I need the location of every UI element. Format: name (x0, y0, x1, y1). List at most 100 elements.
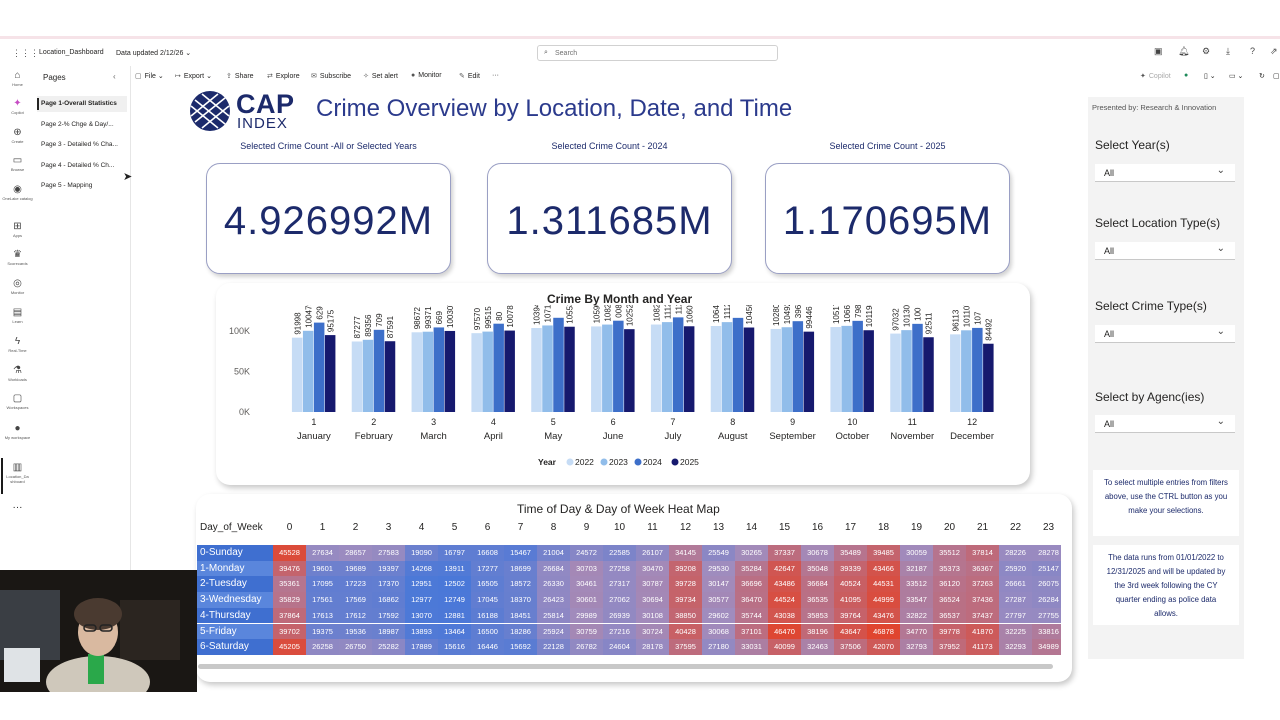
nav-item-apps[interactable]: ⊞ Apps (0, 221, 35, 238)
bar-value-label: 103947 (533, 305, 542, 325)
multi-select-note: To select multiple entries from filters … (1093, 470, 1239, 536)
app-launcher-icon[interactable]: ⋮⋮⋮ (12, 48, 39, 58)
bar-2022-december (950, 334, 961, 412)
agency-slicer-dropdown[interactable]: All ⌄ (1095, 415, 1235, 433)
x-month-number: 4 (491, 417, 496, 427)
heatmap-cell: 19536 (339, 623, 372, 639)
data-updated-dropdown[interactable]: Data updated 2/12/26 ⌄ (116, 49, 191, 57)
explore-button[interactable]: ⇄ Explore (267, 72, 300, 80)
heatmap-hour-header: 1 (319, 522, 326, 533)
collapse-pages-icon[interactable]: ‹ (113, 72, 116, 81)
bar-2025-december (983, 343, 994, 412)
more-options-button[interactable]: ··· (492, 72, 499, 79)
bar-value-label: 709 (375, 313, 384, 327)
heatmap-cell: 36684 (801, 576, 834, 592)
help-icon[interactable]: ? (1250, 46, 1256, 56)
bar-value-label: 97570 (473, 307, 482, 330)
bar-2022-september (770, 328, 782, 412)
view-icon[interactable]: ▭ ⌄ (1229, 73, 1244, 80)
heatmap-cell: 17889 (405, 639, 438, 655)
bar-value-label: 99515 (484, 306, 493, 329)
set-alert-button[interactable]: ✧ Set alert (363, 72, 398, 80)
nav-item-create[interactable]: ⊕ Create (0, 127, 35, 144)
bar-2025-july (683, 326, 695, 412)
heatmap-hour-header: 19 (910, 522, 923, 533)
x-month-name: May (544, 431, 562, 442)
bar-2022-october (830, 327, 841, 412)
page-tab-4[interactable]: Page 4 - Detailed % Ch... (41, 162, 115, 169)
refresh-icon[interactable]: ↻ (1259, 73, 1265, 80)
agency-slicer-label: Select by Agenc(ies) (1095, 390, 1205, 404)
location-type-slicer-dropdown[interactable]: All ⌄ (1095, 242, 1235, 260)
heatmap-hour-header: 21 (976, 522, 989, 533)
nav-item-workloads[interactable]: ⚗ Workloads (0, 365, 35, 382)
crime-type-slicer-dropdown[interactable]: All ⌄ (1095, 325, 1235, 343)
download-icon[interactable]: ⤓ (1226, 46, 1230, 56)
bar-2024-december (972, 327, 983, 412)
nav-item-copilot[interactable]: ✦ Copilot (0, 98, 35, 115)
nav-item-location-da-shboard[interactable]: ▥ Location_Da shboard (0, 462, 35, 484)
monitor-button[interactable]: ● Monitor (411, 72, 442, 79)
overflow-icon[interactable]: ▢ (1273, 73, 1280, 80)
nav-item-learn[interactable]: ▤ Learn (0, 307, 35, 324)
heatmap-hour-header: 9 (583, 522, 590, 533)
nav-item-onelake-catalog[interactable]: ◉ OneLake catalog (0, 184, 35, 201)
bar-value-label: 100 (914, 307, 923, 321)
alert-icon: ✧ (363, 73, 369, 80)
share-button[interactable]: ⇪ Share (226, 72, 254, 80)
nav-item-home[interactable]: ⌂ Home (0, 70, 35, 87)
heatmap-horizontal-scrollbar[interactable] (198, 664, 1053, 669)
nav-more-button[interactable]: ··· (12, 502, 23, 513)
location-type-slicer-value: All (1104, 246, 1115, 256)
heatmap-cell: 30059 (900, 545, 933, 561)
page-tab-3[interactable]: Page 3 - Detailed % Cha... (41, 141, 118, 148)
year-slicer-dropdown[interactable]: All ⌄ (1095, 164, 1235, 182)
nav-item-monitor[interactable]: ◎ Monitor (0, 278, 35, 295)
heatmap-cell: 32822 (900, 607, 933, 624)
bar-value-label: 95175 (326, 309, 335, 332)
heatmap-cell: 36470 (735, 592, 768, 608)
teams-icon[interactable]: ● (1184, 72, 1189, 79)
heatmap-cell: 12881 (438, 607, 471, 624)
heatmap-cell: 37263 (966, 576, 999, 592)
bar-value-label: 104562 (745, 305, 754, 325)
gear-icon[interactable]: ⚙ (1202, 46, 1211, 56)
nav-item-scorecards[interactable]: ♛ Scorecards (0, 249, 35, 266)
panel-toggle-icon[interactable]: ▣ (1154, 46, 1163, 56)
kpi-card-2024: 1.311685M (487, 163, 732, 274)
heatmap-row-header[interactable]: Day_of_Week (200, 522, 263, 533)
nav-item-browse[interactable]: ▭ Browse (0, 155, 35, 172)
heatmap-cell: 27258 (603, 560, 636, 577)
file-menu[interactable]: ▢ File ⌄ (135, 72, 164, 80)
bar-2023-may (542, 325, 553, 412)
heatmap-cell: 36696 (735, 576, 768, 592)
share-header-icon[interactable]: ⇗ (1270, 46, 1278, 56)
nav-item-label: Create (11, 139, 24, 144)
heatmap-cell: 19397 (372, 560, 405, 577)
nav-item-workspaces[interactable]: ▢ Workspaces (0, 393, 35, 410)
x-month-number: 6 (611, 417, 616, 427)
report-name[interactable]: Location_Dashboard (39, 49, 104, 56)
export-menu[interactable]: ↦ Export ⌄ (175, 72, 212, 80)
cap-index-logo-icon (190, 91, 230, 131)
page-tab-5[interactable]: Page 5 - Mapping (41, 182, 93, 189)
heatmap-cell: 17592 (372, 607, 405, 624)
search-input[interactable]: ⌕ Search (537, 45, 778, 61)
heatmap-cell: 38196 (801, 623, 834, 639)
copilot-button[interactable]: ✦ Copilot (1140, 72, 1171, 80)
page-tab-2[interactable]: Page 2-% Chge & Day/... (41, 121, 114, 128)
device-icon[interactable]: ▯ ⌄ (1204, 73, 1216, 80)
nav-item-label: Location_Da shboard (6, 474, 29, 484)
page-tab-1[interactable]: Page 1-Overall Statistics (37, 96, 127, 112)
nav-item-my-workspace[interactable]: ● My workspace (0, 423, 35, 440)
legend-label-2025: 2025 (680, 457, 699, 467)
bar-value-label: 100307 (446, 305, 455, 328)
nav-item-real-time[interactable]: ϟ Real-Time (0, 336, 35, 353)
heatmap-hour-header: 12 (679, 522, 692, 533)
heatmap-cell: 16862 (372, 592, 405, 608)
edit-button[interactable]: ✎ Edit (459, 72, 480, 80)
explore-label: Explore (275, 73, 300, 80)
bar-value-label: 108262 (652, 305, 661, 322)
subscribe-button[interactable]: ✉ Subscribe (311, 72, 351, 80)
bell-icon[interactable]: 🔔︎ (1178, 46, 1190, 56)
